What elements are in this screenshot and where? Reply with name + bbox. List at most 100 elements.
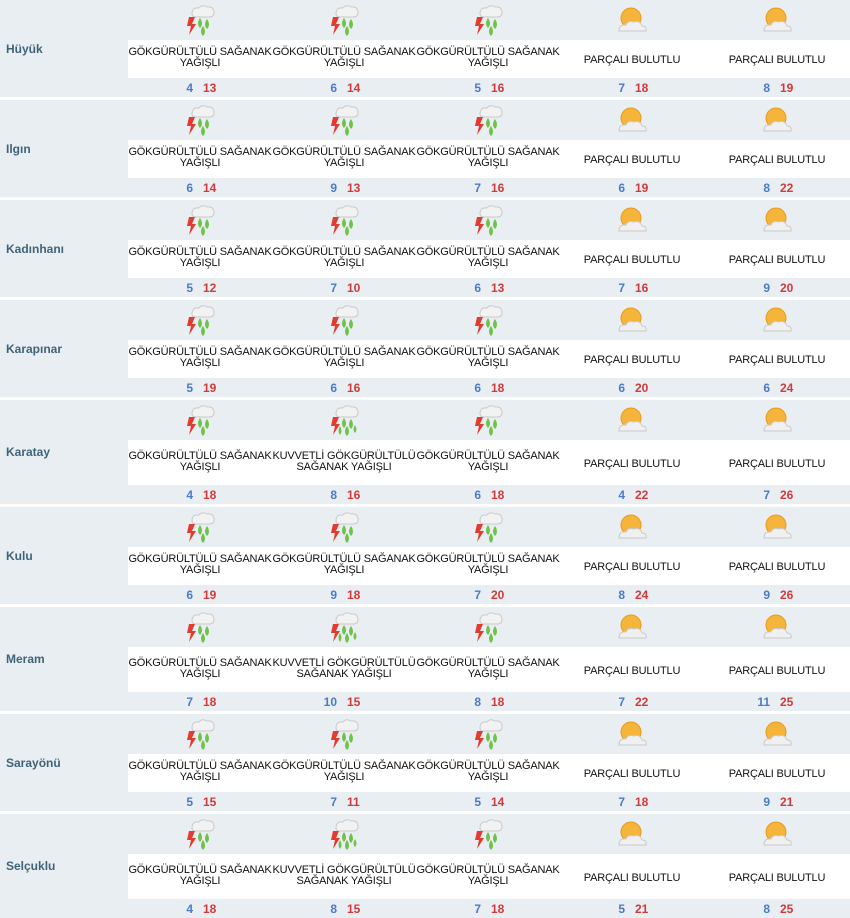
city-name[interactable]: Meram [6,652,45,666]
heavy-thunderstorm-icon [272,610,416,644]
min-temp: 5 [186,280,193,295]
city-name[interactable]: Karapınar [6,341,63,356]
city-name[interactable]: Ilgın [6,141,31,156]
city-name[interactable]: Kulu [6,548,33,563]
condition-text: GÖKGÜRÜLTÜLÜ SAĞANAK YAĞIŞLI [128,246,272,269]
temperature-cell: 8 16 [272,485,416,504]
condition-cell: GÖKGÜRÜLTÜLÜ SAĞANAK YAĞIŞLI [416,140,560,178]
city-name[interactable]: Sarayönü [6,755,61,770]
city-name[interactable]: Karatay [6,445,51,459]
weather-icon-cell [560,400,704,440]
temperature-cell: 8 22 [704,178,850,197]
condition-text: PARÇALI BULUTLU [583,54,681,66]
max-temp: 18 [635,794,649,809]
city-cell: Selçuklu [0,814,128,918]
condition-cell: GÖKGÜRÜLTÜLÜ SAĞANAK YAĞIŞLI [128,854,272,899]
temperature-cell: 9 21 [704,792,850,811]
weather-icon-cell [560,200,704,240]
max-temp: 18 [203,487,217,502]
max-temp: 18 [635,80,649,95]
max-temp: 20 [635,380,649,395]
city-name[interactable]: Selçuklu [6,859,56,873]
condition-text: PARÇALI BULUTLU [583,354,681,366]
condition-text: GÖKGÜRÜLTÜLÜ SAĞANAK YAĞIŞLI [272,46,416,69]
condition-cell: GÖKGÜRÜLTÜLÜ SAĞANAK YAĞIŞLI [272,547,416,585]
condition-cell: GÖKGÜRÜLTÜLÜ SAĞANAK YAĞIŞLI [272,40,416,78]
min-temp: 9 [330,587,337,602]
weather-icon-cell [704,507,850,547]
max-temp: 22 [635,694,649,709]
temperature-cell: 8 19 [704,78,850,97]
condition-text: PARÇALI BULUTLU [728,254,826,266]
forecast-row: Ilgın [0,100,850,197]
condition-text: PARÇALI BULUTLU [583,871,681,884]
condition-text: GÖKGÜRÜLTÜLÜ SAĞANAK YAĞIŞLI [128,346,272,369]
weather-icon-cell [128,507,272,547]
condition-text: KUVVETLİ GÖKGÜRÜLTÜLÜ SAĞANAK YAĞIŞLI [272,656,416,680]
max-temp: 22 [635,487,649,502]
max-temp: 19 [203,587,217,602]
thunderstorm-icon [416,717,560,751]
thunderstorm-icon [128,717,272,751]
partly-cloudy-icon [704,105,850,135]
forecast-row: Hüyük [0,0,850,97]
condition-cell: PARÇALI BULUTLU [704,647,850,692]
condition-cell: PARÇALI BULUTLU [704,40,850,78]
max-temp: 13 [203,80,217,95]
condition-text: PARÇALI BULUTLU [728,871,826,884]
thunderstorm-icon [416,103,560,137]
condition-text: PARÇALI BULUTLU [728,768,826,780]
city-cell: Meram [0,607,128,711]
temperature-cell: 6 20 [560,378,704,397]
city-name[interactable]: Kadınhanı [6,241,65,256]
condition-text: PARÇALI BULUTLU [583,457,681,470]
weather-icon-cell [704,100,850,140]
partly-cloudy-icon [704,205,850,235]
max-temp: 15 [347,901,361,916]
condition-cell: GÖKGÜRÜLTÜLÜ SAĞANAK YAĞIŞLI [272,754,416,792]
condition-cell: GÖKGÜRÜLTÜLÜ SAĞANAK YAĞIŞLI [128,547,272,585]
condition-text: GÖKGÜRÜLTÜLÜ SAĞANAK YAĞIŞLI [416,346,560,369]
condition-text: GÖKGÜRÜLTÜLÜ SAĞANAK YAĞIŞLI [128,553,272,576]
row-divider [0,397,850,400]
condition-text: PARÇALI BULUTLU [583,768,681,780]
condition-cell: PARÇALI BULUTLU [704,440,850,485]
temperature-cell: 6 13 [416,278,560,297]
min-temp: 8 [330,487,337,502]
max-temp: 10 [347,280,361,295]
city-cell: Ilgın [0,100,128,197]
condition-text: KUVVETLİ GÖKGÜRÜLTÜLÜ SAĞANAK YAĞIŞLI [272,449,416,473]
condition-cell: GÖKGÜRÜLTÜLÜ SAĞANAK YAĞIŞLI [128,40,272,78]
min-temp: 9 [763,280,770,295]
temperature-cell: 6 14 [128,178,272,197]
temperature-cell: 4 18 [128,485,272,504]
weather-icon-cell [560,0,704,40]
condition-cell: PARÇALI BULUTLU [704,240,850,278]
row-divider [0,197,850,200]
condition-cell: PARÇALI BULUTLU [560,40,704,78]
temperature-cell: 9 13 [272,178,416,197]
partly-cloudy-icon [704,719,850,749]
min-temp: 7 [618,280,625,295]
thunderstorm-icon [128,403,272,437]
max-temp: 16 [491,80,505,95]
condition-cell: GÖKGÜRÜLTÜLÜ SAĞANAK YAĞIŞLI [416,547,560,585]
weather-icon-cell [704,607,850,647]
city-name[interactable]: Hüyük [6,41,43,56]
temperature-cell: 8 15 [272,899,416,918]
condition-text: GÖKGÜRÜLTÜLÜ SAĞANAK YAĞIŞLI [272,146,416,169]
condition-cell: GÖKGÜRÜLTÜLÜ SAĞANAK YAĞIŞLI [128,440,272,485]
condition-text: PARÇALI BULUTLU [583,664,681,677]
thunderstorm-icon [416,403,560,437]
thunderstorm-icon [416,3,560,37]
partly-cloudy-icon [704,305,850,335]
condition-text: PARÇALI BULUTLU [583,154,681,166]
min-temp: 6 [330,380,337,395]
max-temp: 18 [491,694,505,709]
min-temp: 8 [763,180,770,195]
weather-icon-cell [272,200,416,240]
condition-cell: GÖKGÜRÜLTÜLÜ SAĞANAK YAĞIŞLI [128,140,272,178]
temperature-cell: 7 16 [416,178,560,197]
forecast-row: Kulu [0,507,850,604]
